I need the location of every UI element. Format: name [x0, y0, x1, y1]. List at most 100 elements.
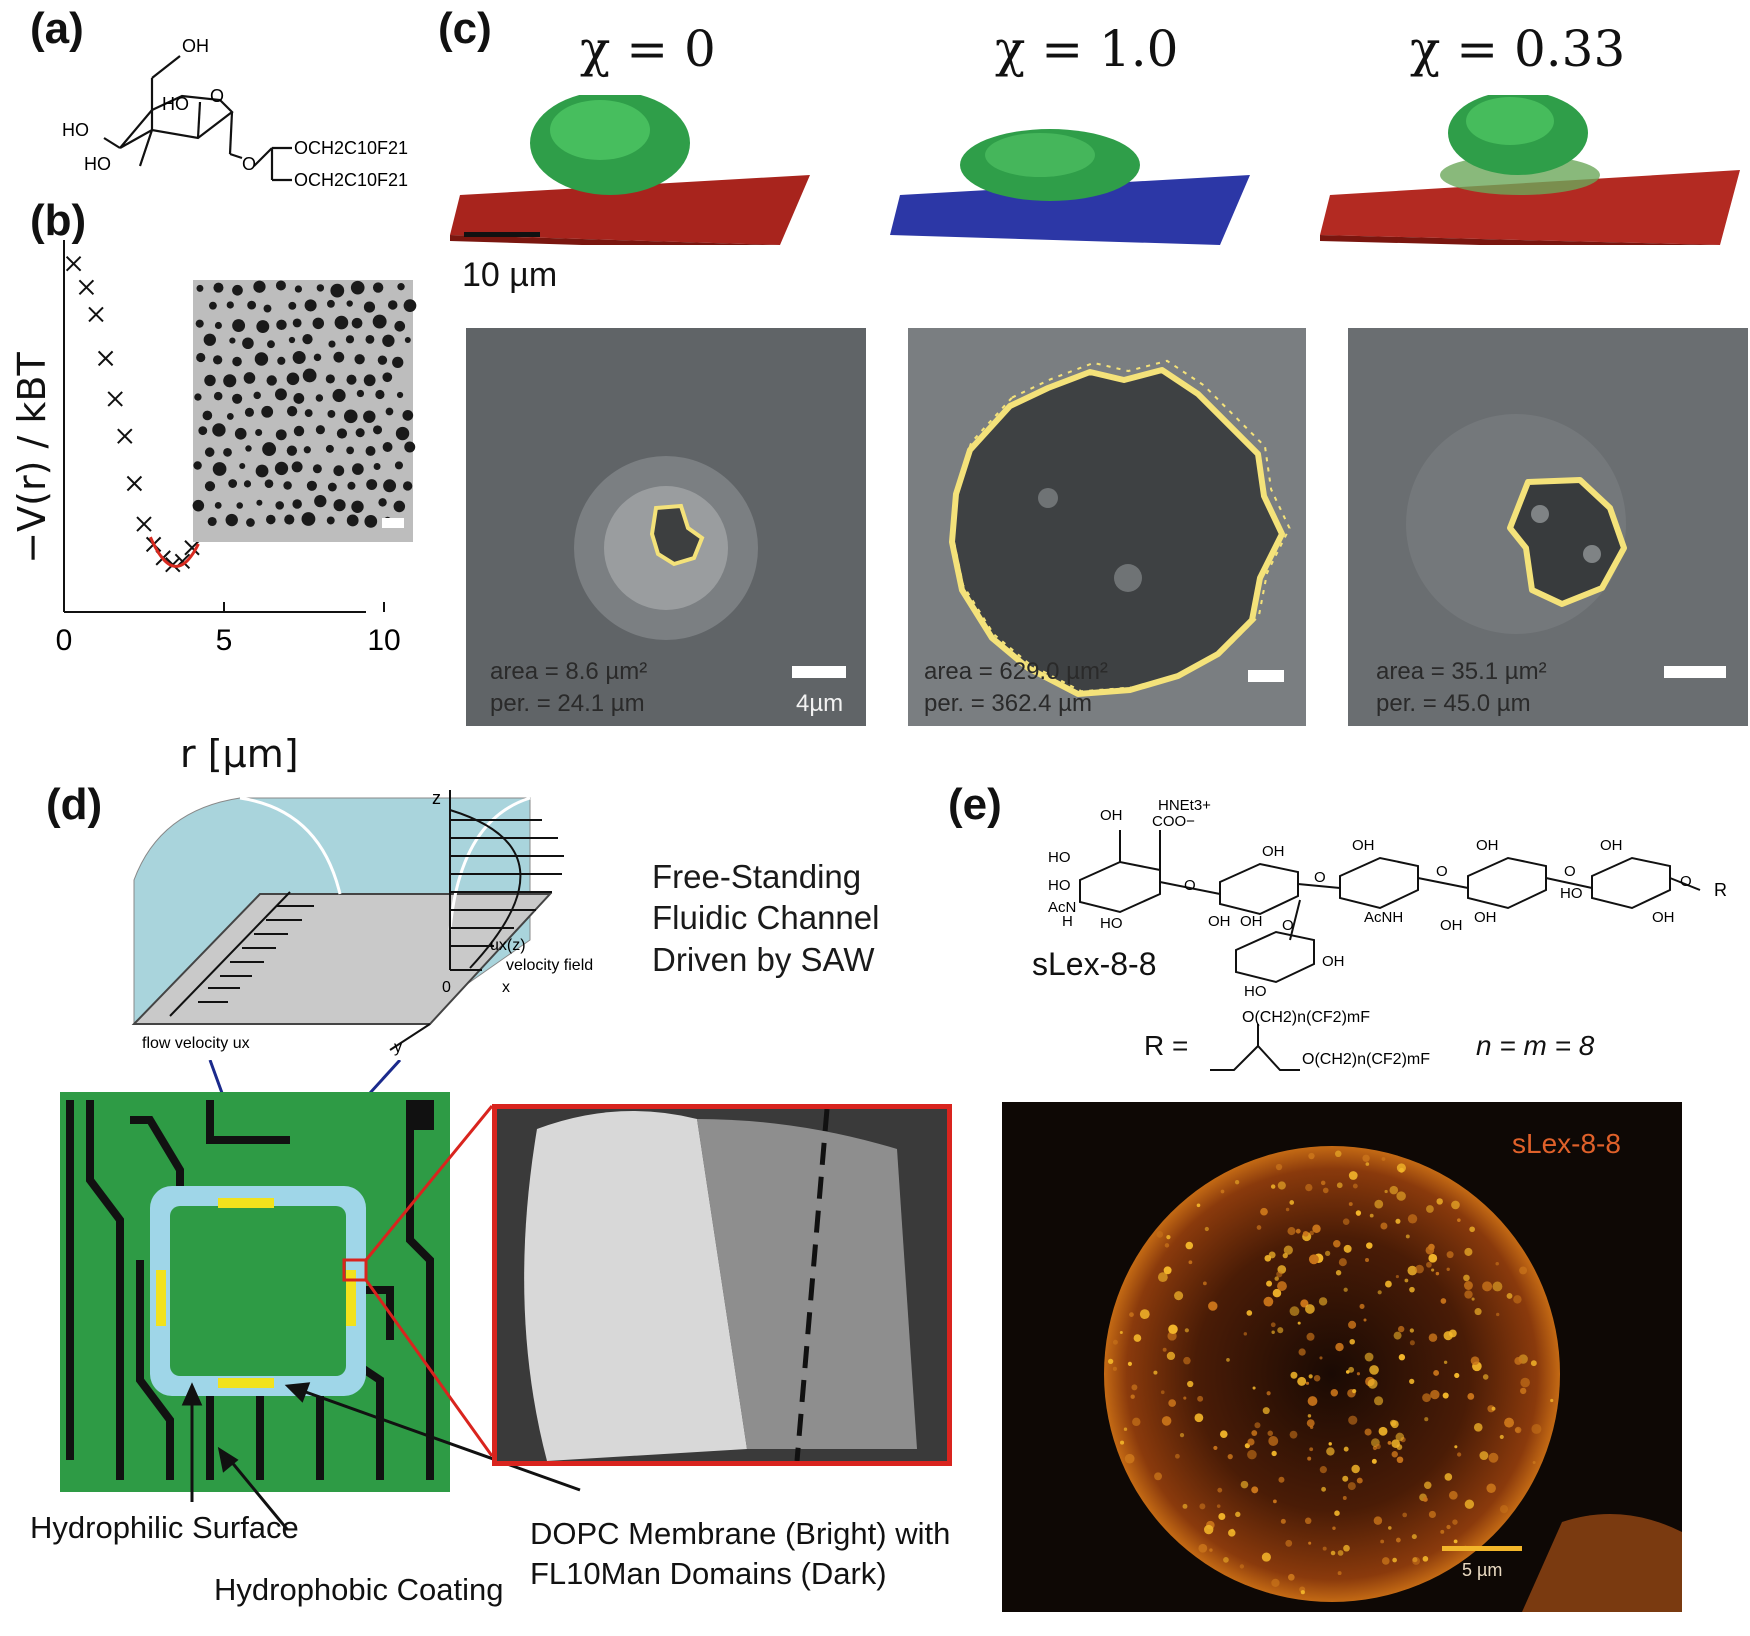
lipid-speckle: [1422, 1497, 1428, 1502]
mannose-lipid-structure: OH HO HO HO O O OCH2C10F21 OCH2C10F21: [62, 36, 408, 190]
domain-dot: [346, 300, 353, 307]
lipid-speckle: [1348, 1366, 1355, 1373]
lipid-speckle: [1309, 1447, 1314, 1452]
domain-dot: [244, 407, 254, 417]
panel-e-label: (e): [948, 780, 1002, 829]
group-label: OH: [1352, 837, 1375, 854]
lipid-speckle: [1234, 1180, 1240, 1185]
micrograph-chi-0: area = 8.6 µm² per. = 24.1 µm 4µm: [466, 328, 866, 726]
lipid-speckle: [1254, 1422, 1261, 1429]
lipid-speckle: [1389, 1185, 1399, 1195]
lipid-speckle: [1266, 1280, 1273, 1287]
lipid-speckle: [1342, 1475, 1349, 1482]
lipid-speckle: [1392, 1557, 1397, 1563]
lipid-speckle: [1297, 1376, 1307, 1386]
lipid-speckle: [1396, 1191, 1406, 1201]
lipid-speckle: [1426, 1261, 1432, 1268]
membrane-label: DOPC Membrane (Bright) with FL10Man Doma…: [530, 1514, 950, 1595]
lipid-speckle: [1112, 1339, 1118, 1345]
lipid-speckle: [1333, 1240, 1341, 1248]
lipid-speckle: [1453, 1539, 1458, 1544]
lipid-speckle: [1492, 1281, 1503, 1292]
lipid-speckle: [1355, 1210, 1362, 1216]
domain-dot: [196, 352, 206, 363]
domain-dot: [327, 482, 337, 492]
domain-dot: [402, 481, 413, 491]
lipid-speckle: [1295, 1228, 1301, 1234]
domain-dot: [346, 446, 354, 455]
lipid-speckle: [1270, 1322, 1276, 1328]
x-tick-label: 0: [56, 624, 73, 657]
lipid-speckle: [1287, 1573, 1295, 1581]
lipid-speckle: [1470, 1356, 1480, 1365]
domain-dot: [383, 479, 397, 493]
domain-dot: [351, 500, 364, 513]
perimeter-value: per. = 45.0 µm: [1376, 690, 1531, 717]
lipid-speckle: [1209, 1548, 1213, 1552]
lipid-speckle: [1308, 1374, 1313, 1379]
lipid-speckle: [1307, 1414, 1312, 1418]
domain-dot: [365, 334, 375, 344]
lipid-speckle: [1332, 1526, 1336, 1530]
lipid-speckle: [1467, 1393, 1475, 1400]
membrane-line: FL10Man Domains (Dark): [530, 1556, 887, 1592]
lipid-speckle: [1124, 1453, 1135, 1464]
domain-dot: [193, 461, 202, 470]
domain-dot: [302, 333, 313, 345]
lipid-speckle: [1364, 1428, 1372, 1436]
domain-dot: [212, 423, 226, 437]
lipid-speckle: [1337, 1571, 1342, 1576]
domain-dot: [382, 442, 393, 452]
substrate-red: [450, 175, 810, 245]
domain-dot: [207, 516, 217, 527]
substrate-blue: [890, 175, 1250, 245]
group-label: O: [1436, 863, 1448, 880]
lipid-speckle: [1482, 1281, 1493, 1292]
lipid-speckle: [1513, 1295, 1522, 1304]
group-label: O: [1564, 863, 1576, 880]
lipid-speckle: [1369, 1213, 1374, 1218]
domain-dot: [328, 340, 336, 348]
lipid-speckle: [1457, 1452, 1462, 1457]
lipid-speckle: [1163, 1266, 1172, 1275]
domain-dot: [246, 518, 255, 527]
domain-dot: [291, 461, 303, 473]
potential-chart: 0 5 10: [56, 240, 417, 657]
domain-dot: [373, 462, 381, 470]
domain-dot: [202, 410, 213, 421]
lipid-speckle: [1330, 1550, 1336, 1556]
lipid-speckle: [1443, 1360, 1448, 1364]
group-label: OH: [1440, 917, 1463, 934]
domain-dot: [351, 317, 363, 329]
lipid-speckle: [1348, 1320, 1357, 1329]
lipid-speckle: [1365, 1258, 1370, 1263]
domain-dot: [315, 425, 325, 435]
lipid-speckle: [1396, 1444, 1403, 1450]
lipid-speckle: [1381, 1157, 1386, 1161]
data-point: [136, 516, 152, 532]
domain-dot: [346, 514, 359, 527]
domain-dot: [195, 319, 204, 328]
lipid-speckle: [1285, 1207, 1290, 1212]
domain-dot: [363, 410, 376, 423]
domain-dot: [274, 388, 287, 401]
axis-z: z: [432, 790, 441, 808]
scale-bar: [1248, 670, 1284, 682]
lipid-speckle: [1482, 1374, 1489, 1380]
group-label: AcNH: [1364, 909, 1403, 926]
lipid-speckle: [1385, 1280, 1392, 1288]
lipid-speckle: [1304, 1517, 1312, 1525]
lipid-speckle: [1388, 1526, 1392, 1530]
lipid-speckle: [1433, 1370, 1440, 1376]
lipid-speckle: [1277, 1181, 1286, 1190]
domain-dot: [347, 481, 356, 490]
lipid-speckle: [1266, 1391, 1271, 1396]
hydrophilic-label: Hydrophilic Surface: [30, 1510, 299, 1545]
domain-dot: [304, 409, 313, 417]
domain-dot: [243, 480, 252, 488]
lipid-speckle: [1412, 1557, 1421, 1565]
lipid-speckle: [1469, 1226, 1475, 1233]
r-chain-structure: O(CH2)n(CF2)mF O(CH2)n(CF2)mF: [1210, 1009, 1430, 1071]
lipid-speckle: [1335, 1342, 1344, 1352]
lipid-speckle: [1378, 1426, 1388, 1436]
